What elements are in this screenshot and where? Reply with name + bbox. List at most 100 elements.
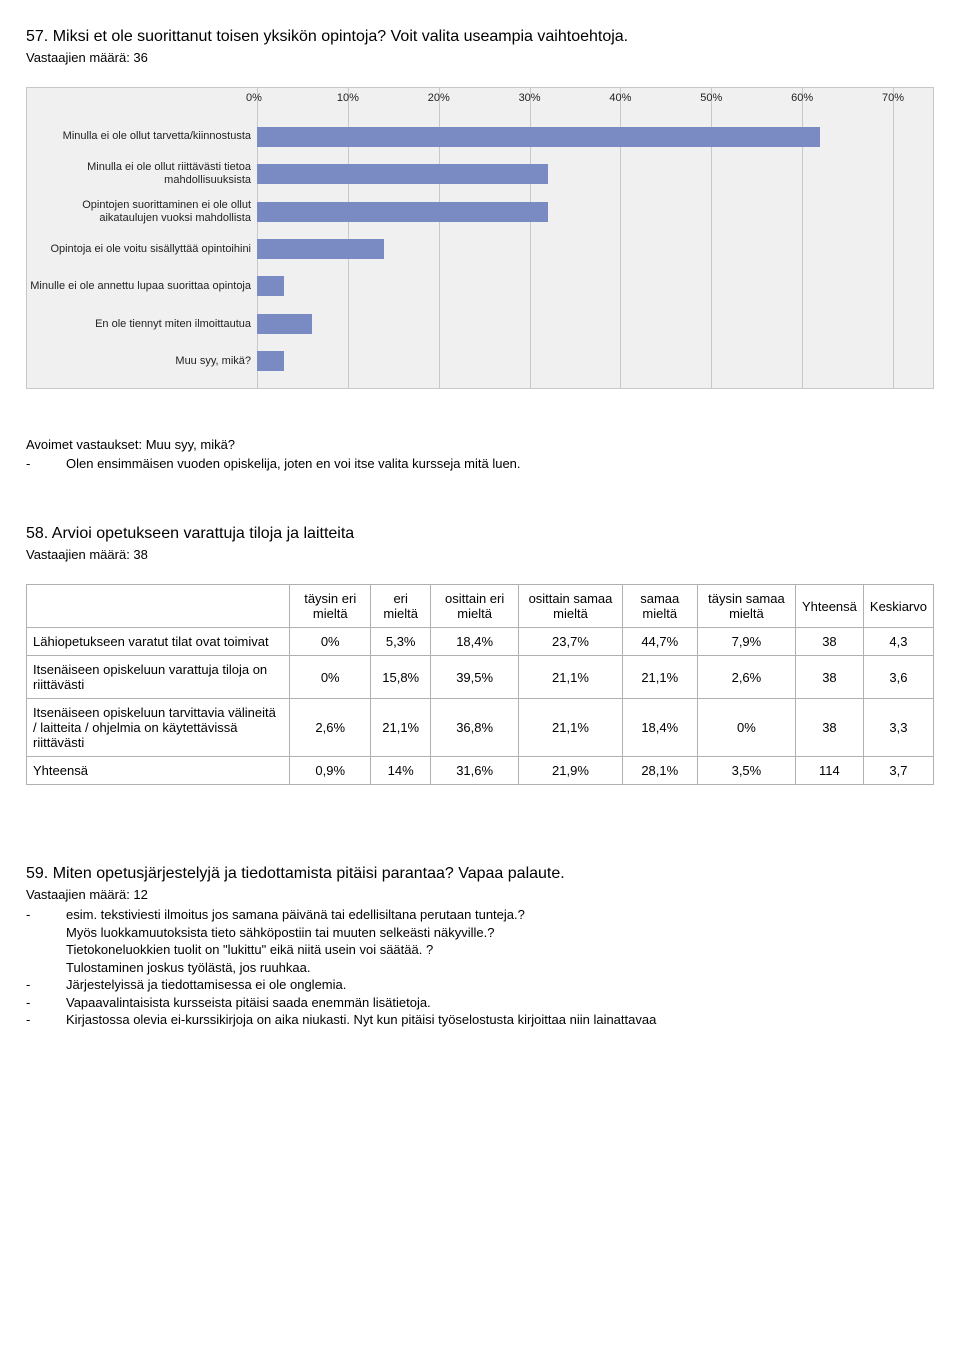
q57-resp-count: Vastaajien määrä: 36 xyxy=(26,50,934,65)
list-item-text: Järjestelyissä ja tiedottamisessa ei ole… xyxy=(66,976,934,994)
chart-bar xyxy=(257,276,284,296)
chart-row-label: Minulle ei ole annettu lupaa suorittaa o… xyxy=(27,280,257,293)
list-item: Myös luokkamuutoksista tieto sähköpostii… xyxy=(26,924,934,942)
table-cell: 3,5% xyxy=(697,757,795,785)
table-cell: 23,7% xyxy=(519,628,622,656)
table-row: Yhteensä0,9%14%31,6%21,9%28,1%3,5%1143,7 xyxy=(27,757,934,785)
chart-row-label: En ole tiennyt miten ilmoittautua xyxy=(27,318,257,331)
chart-bar xyxy=(257,202,548,222)
list-item-text: Myös luokkamuutoksista tieto sähköpostii… xyxy=(66,924,934,942)
table-cell: 0,9% xyxy=(290,757,371,785)
chart-row-label: Opintoja ei ole voitu sisällyttää opinto… xyxy=(27,243,257,256)
chart-row-label: Muu syy, mikä? xyxy=(27,355,257,368)
chart-tick-label: 50% xyxy=(700,92,734,104)
table-cell: 7,9% xyxy=(697,628,795,656)
table-row: Itsenäiseen opiskeluun tarvittavia välin… xyxy=(27,699,934,757)
q57-open-title: Avoimet vastaukset: Muu syy, mikä? xyxy=(26,437,934,452)
list-item: Tietokoneluokkien tuolit on "lukittu" ei… xyxy=(26,941,934,959)
table-cell: 21,1% xyxy=(371,699,431,757)
chart-row: Opintoja ei ole voitu sisällyttää opinto… xyxy=(27,230,893,267)
q57-title: 57. Miksi et ole suorittanut toisen yksi… xyxy=(26,28,934,46)
dash xyxy=(26,941,66,959)
list-item-text: Vapaavalintaisista kursseista pitäisi sa… xyxy=(66,994,934,1012)
table-cell: 28,1% xyxy=(622,757,697,785)
q57-chart: 0% 10% 20% 30% 40% 50% 60% 70% Minulla ei ole o… xyxy=(26,87,934,389)
list-item: -Vapaavalintaisista kursseista pitäisi s… xyxy=(26,994,934,1012)
chart-tick-label: 30% xyxy=(519,92,553,104)
chart-tick-label: 10% xyxy=(337,92,371,104)
chart-row-label: Minulla ei ole ollut tarvetta/kiinnostus… xyxy=(27,130,257,143)
table-cell: 38 xyxy=(795,656,863,699)
chart-row-label: Opintojen suorittaminen ei ole ollut aik… xyxy=(27,199,257,224)
table-row: Lähiopetukseen varatut tilat ovat toimiv… xyxy=(27,628,934,656)
list-item: -esim. tekstiviesti ilmoitus jos samana … xyxy=(26,906,934,924)
table-cell: 18,4% xyxy=(430,628,518,656)
table-cell: 3,7 xyxy=(863,757,933,785)
list-item: -Kirjastossa olevia ei-kurssikirjoja on … xyxy=(26,1011,934,1029)
table-col-header: osittain samaa mieltä xyxy=(519,585,622,628)
table-cell: 38 xyxy=(795,699,863,757)
chart-tick-label: 20% xyxy=(428,92,462,104)
table-row-label: Lähiopetukseen varatut tilat ovat toimiv… xyxy=(27,628,290,656)
table-cell: 0% xyxy=(290,656,371,699)
table-cell: 39,5% xyxy=(430,656,518,699)
q59-title: 59. Miten opetusjärjestelyjä ja tiedotta… xyxy=(26,865,934,883)
chart-tick-label: 70% xyxy=(882,92,916,104)
table-col-header: Yhteensä xyxy=(795,585,863,628)
list-item: Tulostaminen joskus työlästä, jos ruuhka… xyxy=(26,959,934,977)
chart-tick-label: 60% xyxy=(791,92,825,104)
list-item-text: esim. tekstiviesti ilmoitus jos samana p… xyxy=(66,906,934,924)
table-row: Itsenäiseen opiskeluun varattuja tiloja … xyxy=(27,656,934,699)
table-col-header: samaa mieltä xyxy=(622,585,697,628)
table-cell: 2,6% xyxy=(290,699,371,757)
table-cell: 44,7% xyxy=(622,628,697,656)
q58-table: täysin eri mieltäeri mieltäosittain eri … xyxy=(26,584,934,785)
list-item: -Järjestelyissä ja tiedottamisessa ei ol… xyxy=(26,976,934,994)
q58-title: 58. Arvioi opetukseen varattuja tiloja j… xyxy=(26,525,934,543)
table-cell: 3,6 xyxy=(863,656,933,699)
chart-row-label: Minulla ei ole ollut riittävästi tietoa … xyxy=(27,161,257,186)
chart-row: Muu syy, mikä? xyxy=(27,343,893,380)
chart-bar xyxy=(257,164,548,184)
table-cell: 21,1% xyxy=(519,699,622,757)
dash xyxy=(26,924,66,942)
dash: - xyxy=(26,906,66,924)
table-cell: 21,1% xyxy=(622,656,697,699)
table-cell: 14% xyxy=(371,757,431,785)
table-cell: 38 xyxy=(795,628,863,656)
dash xyxy=(26,959,66,977)
chart-bar xyxy=(257,127,820,147)
table-cell: 15,8% xyxy=(371,656,431,699)
q58-resp-count: Vastaajien määrä: 38 xyxy=(26,547,934,562)
table-cell: 0% xyxy=(290,628,371,656)
dash: - xyxy=(26,976,66,994)
chart-row: Minulle ei ole annettu lupaa suorittaa o… xyxy=(27,268,893,305)
table-row-label: Itsenäiseen opiskeluun tarvittavia välin… xyxy=(27,699,290,757)
q57-open-answer: - Olen ensimmäisen vuoden opiskelija, jo… xyxy=(26,456,934,471)
chart-row: Minulla ei ole ollut tarvetta/kiinnostus… xyxy=(27,118,893,155)
table-cell: 31,6% xyxy=(430,757,518,785)
q57-open-answer-text: Olen ensimmäisen vuoden opiskelija, jote… xyxy=(66,456,521,471)
chart-row: Opintojen suorittaminen ei ole ollut aik… xyxy=(27,193,893,230)
table-col-header: eri mieltä xyxy=(371,585,431,628)
list-item-text: Tietokoneluokkien tuolit on "lukittu" ei… xyxy=(66,941,934,959)
table-cell: 18,4% xyxy=(622,699,697,757)
chart-tick-label: 0% xyxy=(246,92,280,104)
chart-tick-label: 40% xyxy=(609,92,643,104)
table-cell: 5,3% xyxy=(371,628,431,656)
dash: - xyxy=(26,994,66,1012)
table-cell: 2,6% xyxy=(697,656,795,699)
table-cell: 21,9% xyxy=(519,757,622,785)
table-cell: 36,8% xyxy=(430,699,518,757)
table-cell: 0% xyxy=(697,699,795,757)
table-cell: 4,3 xyxy=(863,628,933,656)
chart-row: En ole tiennyt miten ilmoittautua xyxy=(27,305,893,342)
table-cell: 114 xyxy=(795,757,863,785)
chart-row: Minulla ei ole ollut riittävästi tietoa … xyxy=(27,155,893,192)
chart-tick: 70% xyxy=(893,88,894,388)
table-col-header: täysin eri mieltä xyxy=(290,585,371,628)
list-item-text: Kirjastossa olevia ei-kurssikirjoja on a… xyxy=(66,1011,934,1029)
table-cell: 3,3 xyxy=(863,699,933,757)
table-row-label: Yhteensä xyxy=(27,757,290,785)
table-col-header: Keskiarvo xyxy=(863,585,933,628)
